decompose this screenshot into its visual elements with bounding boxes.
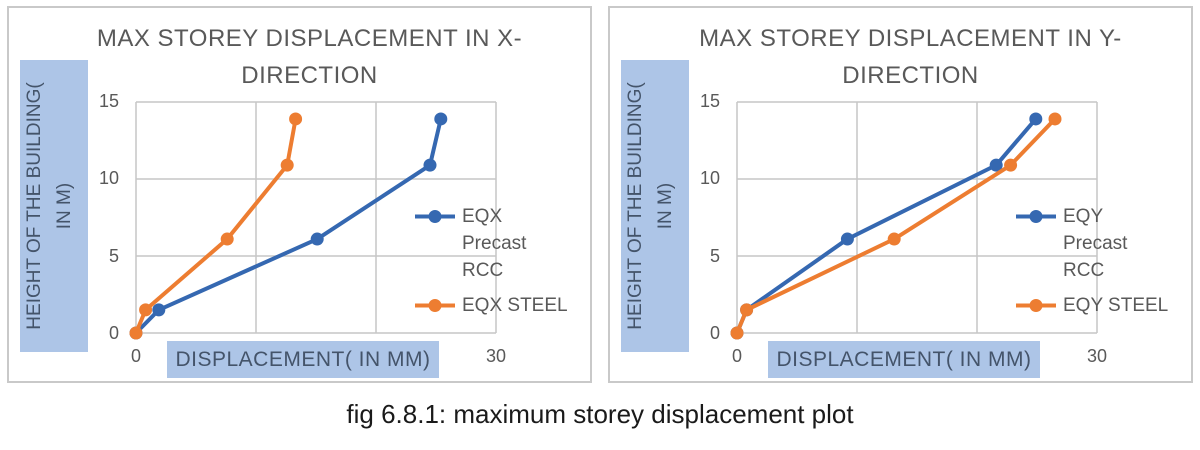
x-tick-label: 0: [130, 346, 141, 366]
legend: EQX Precast RCC EQX STEEL: [415, 203, 570, 327]
chart-title-line2: DIRECTION: [842, 62, 979, 89]
y-axis-label-line1: HEIGHT OF THE BUILDING(: [24, 82, 45, 330]
plot-area: [730, 101, 1098, 340]
legend-item: EQY Precast RCC: [1016, 203, 1171, 284]
series-marker-icon: [1016, 299, 1056, 312]
y-tick-label: 5: [709, 246, 720, 266]
y-axis-label-line1: HEIGHT OF THE BUILDING(: [625, 82, 646, 330]
legend-item: EQX Precast RCC: [415, 203, 570, 284]
y-axis-label: HEIGHT OF THE BUILDING( IN M): [20, 60, 88, 352]
chart-title: MAX STOREY DISPLACEMENT IN Y- DIRECTION: [650, 20, 1171, 94]
chart-title-line1: MAX STOREY DISPLACEMENT IN Y-: [699, 25, 1122, 52]
x-axis-label: DISPLACEMENT( IN MM): [167, 341, 439, 378]
y-tick-label: 0: [108, 323, 119, 343]
x-tick-label: 0: [731, 346, 742, 366]
chart-title-line2: DIRECTION: [241, 62, 378, 89]
y-tick-label: 5: [108, 246, 119, 266]
series-marker-icon: [415, 299, 455, 312]
x-axis-label: DISPLACEMENT( IN MM): [768, 341, 1040, 378]
plot-area: [129, 101, 497, 340]
y-tick-label: 10: [699, 168, 720, 188]
chart-panel-x-direction: MAX STOREY DISPLACEMENT IN X- DIRECTION …: [7, 6, 592, 383]
legend-label: EQY STEEL: [1063, 295, 1169, 316]
chart-panel-y-direction: MAX STOREY DISPLACEMENT IN Y- DIRECTION …: [608, 6, 1193, 383]
y-axis-label: HEIGHT OF THE BUILDING( IN M): [621, 60, 689, 352]
figure-caption: fig 6.8.1: maximum storey displacement p…: [346, 399, 854, 429]
chart-title: MAX STOREY DISPLACEMENT IN X- DIRECTION: [49, 20, 570, 94]
legend-label: EQX Precast RCC: [462, 206, 527, 281]
legend-label: EQX STEEL: [462, 295, 568, 316]
legend-label: EQY Precast RCC: [1063, 206, 1128, 281]
legend-item: EQX STEEL: [415, 292, 570, 319]
series-marker-icon: [415, 210, 455, 223]
y-tick-label: 15: [98, 91, 119, 111]
x-tick-label: 30: [485, 346, 507, 366]
chart-title-line1: MAX STOREY DISPLACEMENT IN X-: [96, 25, 523, 52]
y-tick-label: 15: [699, 91, 720, 111]
legend-item: EQY STEEL: [1016, 292, 1171, 319]
y-tick-label: 0: [709, 323, 720, 343]
x-tick-label: 30: [1086, 346, 1108, 366]
legend: EQY Precast RCC EQY STEEL: [1016, 203, 1171, 327]
series-marker-icon: [1016, 210, 1056, 223]
y-tick-label: 10: [98, 168, 119, 188]
